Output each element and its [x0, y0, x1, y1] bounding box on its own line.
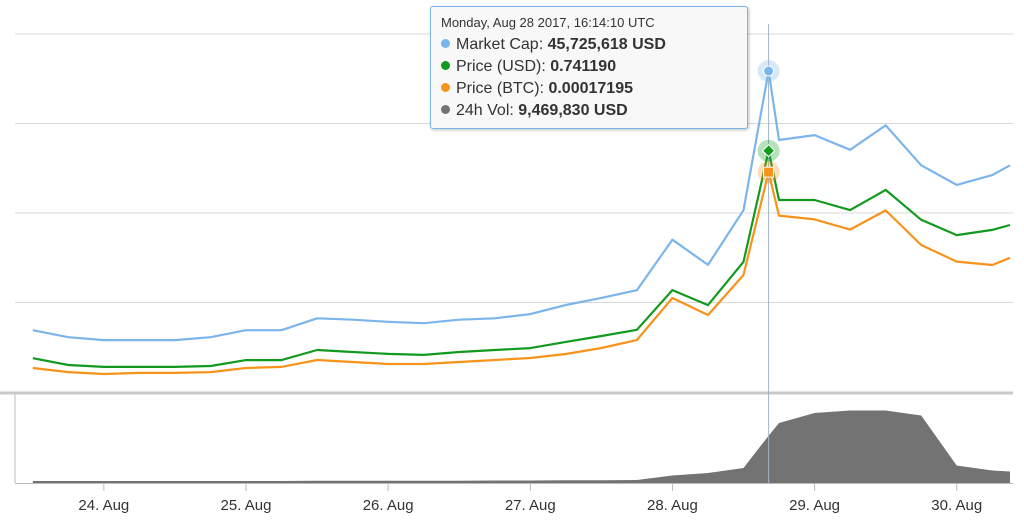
tooltip-row: Market Cap: 45,725,618 USD — [441, 34, 737, 56]
series-line — [32, 171, 1011, 376]
series-line — [32, 149, 1011, 368]
tooltip-row: 24h Vol: 9,469,830 USD — [441, 100, 737, 122]
tooltip-bullet — [441, 61, 450, 70]
x-tick-label: 24. Aug — [78, 497, 129, 514]
tooltip-bullet — [441, 83, 450, 92]
tooltip-bullet — [441, 105, 450, 114]
x-tick-label: 26. Aug — [363, 497, 414, 514]
tooltip-row: Price (BTC): 0.00017195 — [441, 78, 737, 100]
volume-area — [32, 410, 1011, 483]
hover-marker — [763, 65, 775, 77]
tooltip-label: Price (USD): — [456, 58, 546, 75]
hover-marker — [761, 144, 776, 158]
x-tick-label: 25. Aug — [221, 497, 272, 514]
tooltip-date: Monday, Aug 28 2017, 16:14:10 UTC — [441, 15, 655, 30]
tooltip-value: 0.00017195 — [548, 80, 633, 97]
tooltip-row: Price (USD): 0.741190 — [441, 56, 737, 78]
tooltip-value: 0.741190 — [550, 58, 617, 75]
tooltip-value: 45,725,618 USD — [547, 36, 666, 53]
tooltip-label: Market Cap: — [456, 36, 544, 53]
hover-marker — [763, 166, 775, 178]
x-tick-label: 30. Aug — [931, 497, 982, 514]
x-tick-label: 28. Aug — [647, 497, 698, 514]
series-line — [32, 69, 1011, 342]
x-tick-label: 27. Aug — [505, 497, 556, 514]
tooltip-bullet — [441, 39, 450, 48]
tooltip-label: 24h Vol: — [456, 102, 514, 119]
tooltip-label: Price (BTC): — [456, 80, 544, 97]
tooltip-value: 9,469,830 USD — [518, 102, 628, 119]
tooltip: Monday, Aug 28 2017, 16:14:10 UTC Market… — [430, 6, 748, 129]
x-tick-label: 29. Aug — [789, 497, 840, 514]
